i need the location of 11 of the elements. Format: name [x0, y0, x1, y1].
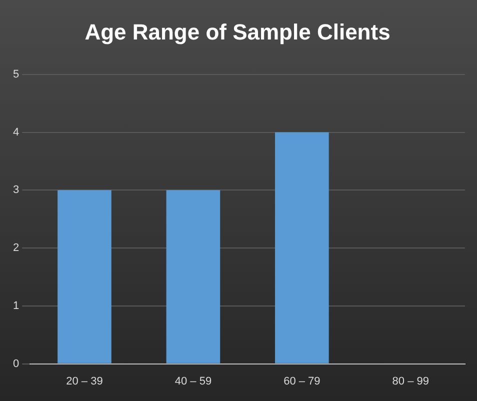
y-tick-label: 2	[12, 242, 20, 254]
chart-title: Age Range of Sample Clients	[84, 19, 390, 44]
x-tick-label: 20 – 39	[66, 375, 103, 388]
y-tick-label: 1	[12, 300, 20, 312]
y-tick-label: 0	[12, 358, 20, 370]
x-tick-label: 40 – 59	[174, 375, 212, 388]
y-tick-label: 4	[12, 126, 20, 138]
x-tick-label: 80 – 99	[392, 375, 429, 388]
x-tick-label: 60 – 79	[284, 375, 320, 388]
y-tick-label: 3	[12, 184, 20, 196]
y-tick-label: 5	[12, 68, 20, 80]
